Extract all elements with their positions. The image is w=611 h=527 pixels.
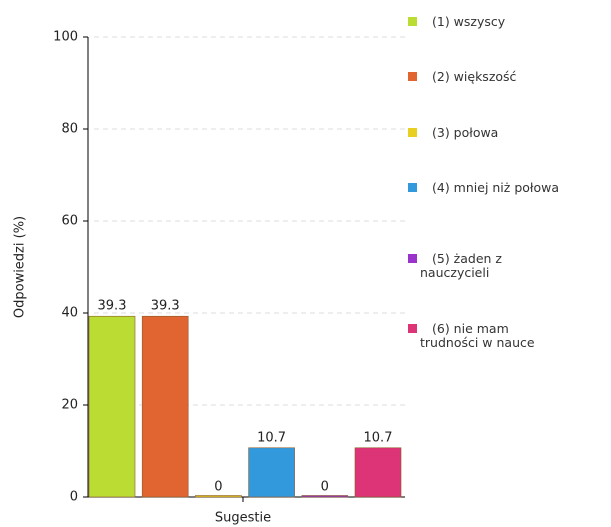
legend-swatch <box>408 183 417 192</box>
bar <box>248 447 295 498</box>
y-axis-label: Odpowiedzi (%) <box>13 216 28 318</box>
x-axis-label: Sugestie <box>215 511 271 526</box>
legend-swatch <box>408 254 417 263</box>
legend-item: (5) żaden z nauczycieli <box>408 251 560 280</box>
legend-swatch <box>408 17 417 26</box>
legend-label: (2) większość <box>432 69 517 84</box>
bar <box>141 315 189 498</box>
value-label: 0 <box>214 480 222 495</box>
y-tick-label: 40 <box>61 306 78 321</box>
legend-label: (5) żaden z nauczycieli <box>420 251 502 280</box>
legend-item: (1) wszyscy <box>408 14 560 29</box>
legend-label: (4) mniej niż połowa <box>432 180 559 195</box>
value-label: 39.3 <box>98 299 127 314</box>
bar <box>354 447 402 498</box>
y-tick-label: 20 <box>61 398 78 413</box>
bar <box>301 495 349 498</box>
legend-item: (2) większość <box>408 69 560 84</box>
legend-item: (6) nie mam trudności w nauce <box>408 321 560 350</box>
legend-item: (3) połowa <box>408 125 560 140</box>
value-label: 10.7 <box>257 430 286 445</box>
legend-label: (1) wszyscy <box>432 14 506 29</box>
bar <box>88 315 136 498</box>
legend-swatch <box>408 324 417 333</box>
legend-item: (4) mniej niż połowa <box>408 180 560 195</box>
y-tick-label: 80 <box>61 122 78 137</box>
legend-swatch <box>408 72 417 81</box>
y-tick-label: 100 <box>53 30 78 45</box>
legend-label: (6) nie mam trudności w nauce <box>420 321 535 350</box>
bar <box>195 495 242 498</box>
value-label: 10.7 <box>364 430 393 445</box>
value-label: 0 <box>321 480 329 495</box>
value-label: 39.3 <box>151 299 180 314</box>
legend-label: (3) połowa <box>432 125 499 140</box>
legend-swatch <box>408 128 417 137</box>
y-tick-label: 0 <box>70 490 78 505</box>
y-tick-label: 60 <box>61 214 78 229</box>
